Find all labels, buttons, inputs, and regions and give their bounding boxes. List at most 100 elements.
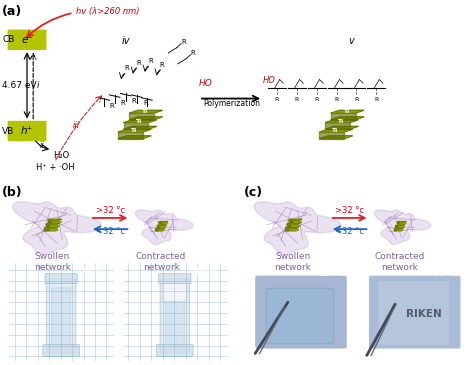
Polygon shape	[45, 230, 58, 231]
Text: iv: iv	[121, 36, 130, 46]
Polygon shape	[289, 219, 292, 222]
Polygon shape	[319, 136, 353, 139]
FancyBboxPatch shape	[378, 281, 450, 346]
Polygon shape	[124, 126, 157, 129]
Polygon shape	[46, 223, 60, 224]
Text: ii: ii	[39, 142, 44, 150]
Text: 4.67 eV: 4.67 eV	[2, 81, 37, 90]
Polygon shape	[287, 223, 290, 226]
Polygon shape	[289, 222, 302, 223]
Polygon shape	[289, 219, 302, 220]
Polygon shape	[395, 225, 405, 226]
Text: h⁺: h⁺	[21, 126, 33, 136]
Text: R: R	[275, 97, 279, 103]
Text: R: R	[160, 62, 164, 68]
FancyBboxPatch shape	[8, 121, 46, 141]
Polygon shape	[155, 230, 165, 231]
Text: (c): (c)	[244, 186, 263, 199]
Polygon shape	[394, 228, 396, 230]
Text: Ti: Ti	[343, 109, 349, 114]
Polygon shape	[157, 225, 166, 226]
Text: H₂O: H₂O	[53, 151, 69, 160]
Text: 40 °C: 40 °C	[194, 268, 219, 277]
Polygon shape	[46, 226, 60, 227]
Polygon shape	[394, 230, 403, 231]
Text: HO: HO	[263, 76, 276, 85]
Text: 25 °C: 25 °C	[81, 268, 105, 277]
Polygon shape	[158, 223, 168, 224]
Polygon shape	[287, 226, 301, 227]
FancyBboxPatch shape	[156, 345, 193, 356]
Polygon shape	[158, 222, 161, 223]
Text: Contracted
network: Contracted network	[136, 251, 186, 272]
Text: <32 °c: <32 °c	[335, 227, 364, 237]
Text: 25 °C: 25 °C	[319, 269, 345, 278]
Text: R: R	[315, 97, 319, 103]
Text: VB: VB	[2, 127, 15, 135]
Text: i: i	[37, 81, 39, 90]
Text: v: v	[348, 36, 354, 46]
Polygon shape	[129, 117, 163, 120]
Text: R: R	[374, 97, 378, 103]
Text: R: R	[136, 60, 141, 66]
Text: 40 °C: 40 °C	[434, 269, 458, 278]
FancyBboxPatch shape	[369, 276, 461, 349]
Text: R: R	[295, 97, 299, 103]
FancyBboxPatch shape	[159, 274, 191, 284]
Text: Ti: Ti	[130, 128, 136, 133]
Polygon shape	[285, 230, 299, 231]
Polygon shape	[46, 223, 49, 226]
Text: (b): (b)	[2, 186, 23, 199]
Text: R: R	[181, 39, 186, 45]
Polygon shape	[325, 120, 358, 123]
Polygon shape	[13, 202, 101, 255]
Text: R: R	[355, 97, 358, 103]
Polygon shape	[285, 227, 299, 228]
Text: >32 °c: >32 °c	[335, 206, 364, 215]
FancyBboxPatch shape	[52, 288, 71, 348]
FancyBboxPatch shape	[43, 345, 79, 356]
Text: Polymerization: Polymerization	[203, 99, 260, 108]
Polygon shape	[48, 222, 62, 223]
Polygon shape	[118, 129, 151, 132]
Text: Swollen
network: Swollen network	[274, 251, 311, 272]
Polygon shape	[157, 225, 159, 227]
Text: <32 °c: <32 °c	[96, 227, 125, 237]
Polygon shape	[129, 110, 163, 113]
Text: Ti: Ti	[331, 128, 337, 133]
Text: R: R	[109, 103, 114, 109]
Polygon shape	[124, 123, 148, 129]
Polygon shape	[155, 228, 157, 230]
Polygon shape	[397, 222, 400, 223]
Text: R: R	[148, 58, 153, 64]
Text: hv (λ>260 nm): hv (λ>260 nm)	[76, 7, 139, 16]
Text: R: R	[335, 97, 338, 103]
Text: R: R	[124, 65, 129, 72]
Text: iii: iii	[72, 122, 80, 130]
Polygon shape	[118, 136, 151, 139]
Polygon shape	[325, 123, 350, 129]
Text: Ti: Ti	[337, 119, 343, 124]
Polygon shape	[319, 132, 344, 139]
Polygon shape	[394, 228, 403, 229]
Text: R: R	[191, 50, 195, 56]
Polygon shape	[157, 227, 166, 228]
Polygon shape	[331, 113, 356, 120]
Polygon shape	[48, 219, 51, 222]
Text: (a): (a)	[2, 5, 23, 19]
Text: Contracted
network: Contracted network	[374, 251, 425, 272]
Text: R: R	[132, 98, 137, 104]
Polygon shape	[287, 223, 301, 224]
Polygon shape	[48, 219, 62, 220]
Polygon shape	[331, 110, 364, 113]
Text: Ti: Ti	[136, 119, 142, 124]
Polygon shape	[135, 210, 193, 245]
FancyBboxPatch shape	[163, 281, 187, 301]
Text: >32 °c: >32 °c	[96, 206, 125, 215]
FancyBboxPatch shape	[46, 279, 76, 353]
Polygon shape	[395, 225, 398, 227]
Polygon shape	[45, 227, 47, 230]
FancyBboxPatch shape	[160, 279, 190, 353]
FancyBboxPatch shape	[45, 274, 77, 284]
Text: Swollen
network: Swollen network	[34, 251, 71, 272]
